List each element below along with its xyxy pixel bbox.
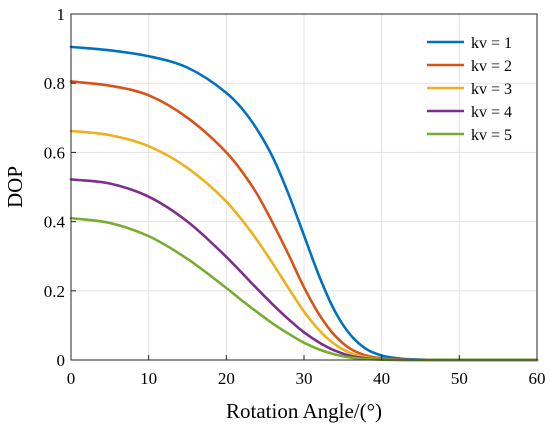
x-tick-label: 60 [529,369,546,388]
legend-label-kv-5: kv = 5 [471,127,512,144]
legend-label-kv-1: kv = 1 [471,35,512,52]
x-tick-label: 20 [218,369,235,388]
y-tick-label: 0.4 [44,213,66,232]
x-tick-label: 10 [140,369,157,388]
legend-label-kv-3: kv = 3 [471,81,512,98]
x-tick-label: 50 [451,369,468,388]
x-tick-label: 30 [296,369,313,388]
x-tick-label: 40 [373,369,390,388]
legend-label-kv-2: kv = 2 [471,58,512,75]
y-axis-label: DOP [3,166,27,208]
y-tick-label: 1 [57,5,66,24]
y-tick-label: 0 [57,351,66,370]
x-axis-label: Rotation Angle/(°) [226,399,382,423]
y-tick-label: 0.2 [44,282,65,301]
axis-ticks: 0 10 20 30 40 50 60 0 0.2 0.4 0.6 0.8 1 [44,5,546,388]
x-tick-label: 0 [67,369,76,388]
y-tick-label: 0.8 [44,74,65,93]
legend: kv = 1 kv = 2 kv = 3 kv = 4 kv = 5 [427,35,512,144]
y-tick-label: 0.6 [44,143,65,162]
legend-label-kv-4: kv = 4 [471,104,512,121]
